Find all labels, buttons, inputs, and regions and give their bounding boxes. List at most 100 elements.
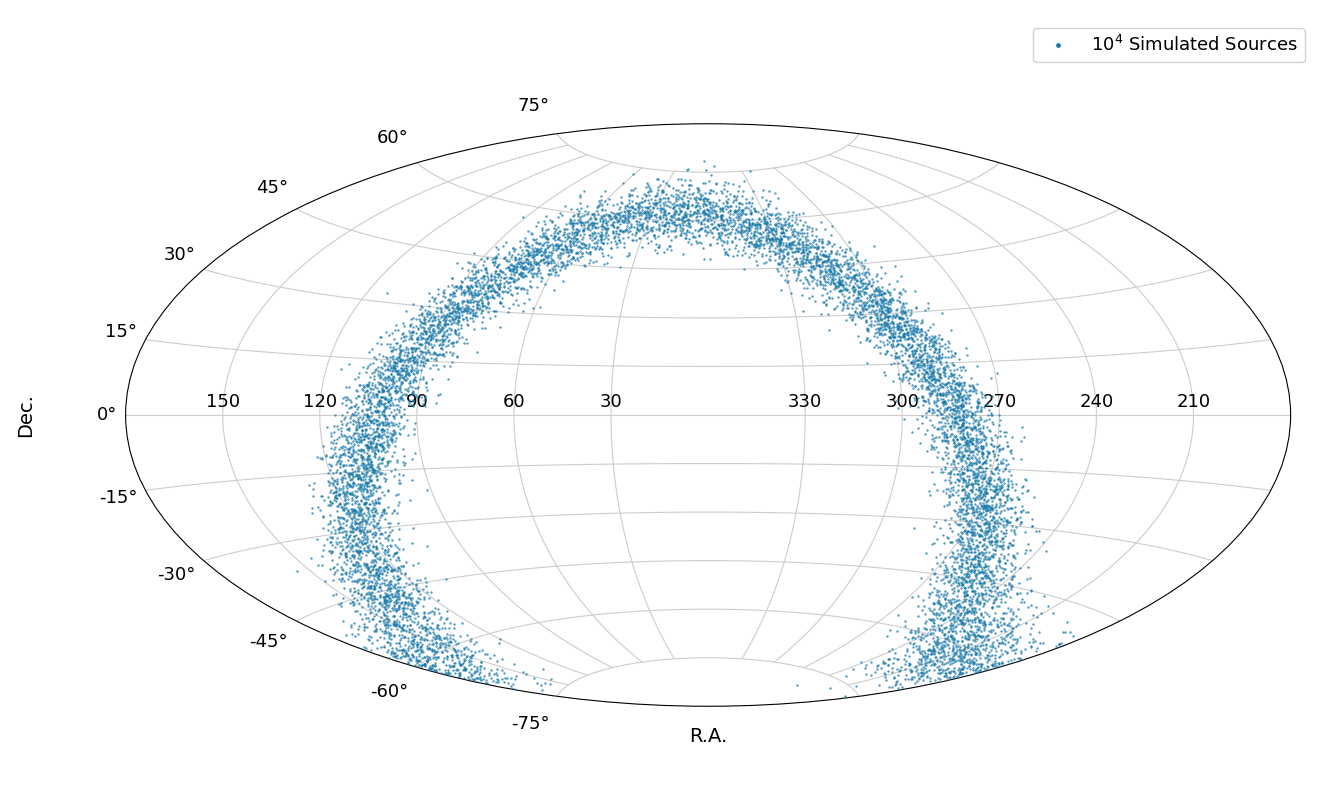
Point	[412, 611, 433, 624]
Point	[1060, 626, 1081, 638]
Point	[358, 633, 379, 646]
Point	[979, 553, 1000, 566]
Point	[864, 240, 885, 253]
Point	[394, 631, 415, 644]
Point	[925, 372, 946, 385]
Point	[926, 386, 947, 399]
Point	[872, 305, 893, 318]
Point	[486, 286, 507, 298]
Point	[568, 214, 589, 226]
Point	[624, 203, 645, 216]
Point	[382, 372, 403, 385]
Point	[603, 216, 624, 229]
Point	[938, 604, 959, 617]
Point	[1005, 514, 1026, 526]
Point	[927, 570, 948, 583]
Point	[320, 526, 341, 538]
Point	[614, 205, 635, 218]
Point	[391, 602, 412, 614]
Point	[805, 234, 826, 246]
Point	[1005, 636, 1026, 649]
Point	[984, 651, 1005, 664]
Point	[914, 394, 935, 407]
Point	[943, 546, 964, 559]
Point	[366, 622, 387, 635]
Point	[948, 389, 969, 402]
Point	[371, 440, 392, 453]
Point	[348, 556, 369, 569]
Point	[636, 190, 657, 202]
Point	[373, 596, 394, 609]
Point	[1000, 444, 1021, 457]
Point	[516, 256, 537, 269]
Point	[394, 354, 415, 366]
Point	[969, 445, 990, 458]
Point	[910, 350, 931, 362]
Point	[914, 338, 935, 351]
Point	[944, 347, 965, 360]
Point	[357, 441, 378, 454]
Point	[371, 454, 392, 466]
Point	[323, 561, 344, 574]
Point	[677, 202, 698, 214]
Point	[964, 493, 985, 506]
Point	[381, 594, 402, 606]
Point	[950, 430, 971, 443]
Point	[672, 214, 693, 226]
Point	[910, 666, 931, 679]
Point	[998, 658, 1019, 670]
Point	[857, 325, 878, 338]
Point	[324, 426, 345, 438]
Point	[815, 265, 836, 278]
Point	[332, 439, 353, 452]
Point	[514, 250, 535, 262]
Point	[525, 245, 547, 258]
Point	[338, 424, 360, 437]
Point	[445, 284, 466, 297]
Point	[932, 466, 954, 479]
Point	[951, 454, 972, 467]
Point	[435, 637, 456, 650]
Point	[475, 287, 497, 300]
Point	[824, 278, 846, 290]
Point	[508, 252, 529, 265]
Point	[946, 602, 967, 614]
Point	[947, 593, 968, 606]
Point	[403, 354, 424, 366]
Point	[806, 250, 827, 263]
Point	[385, 462, 406, 475]
Point	[428, 349, 449, 362]
Point	[831, 274, 852, 286]
Point	[1035, 544, 1056, 557]
Point	[947, 611, 968, 624]
Point	[433, 334, 454, 347]
Point	[911, 367, 932, 380]
Point	[353, 484, 374, 497]
Point	[574, 205, 595, 218]
Point	[699, 211, 720, 224]
Point	[1022, 512, 1043, 525]
Point	[699, 186, 720, 199]
Point	[632, 218, 653, 231]
Point	[377, 594, 398, 606]
Point	[996, 590, 1017, 602]
Point	[457, 280, 478, 293]
Point	[371, 366, 392, 379]
Point	[997, 440, 1018, 453]
Point	[350, 578, 371, 590]
Point	[519, 249, 540, 262]
Point	[653, 207, 674, 220]
Point	[445, 302, 466, 314]
Point	[1018, 601, 1039, 614]
Point	[565, 222, 586, 235]
Point	[539, 263, 560, 276]
Point	[911, 375, 932, 388]
Point	[989, 637, 1010, 650]
Point	[967, 448, 988, 461]
Point	[774, 229, 795, 242]
Point	[930, 368, 951, 381]
Point	[782, 225, 803, 238]
Point	[946, 384, 967, 397]
Point	[959, 654, 980, 667]
Point	[955, 617, 976, 630]
